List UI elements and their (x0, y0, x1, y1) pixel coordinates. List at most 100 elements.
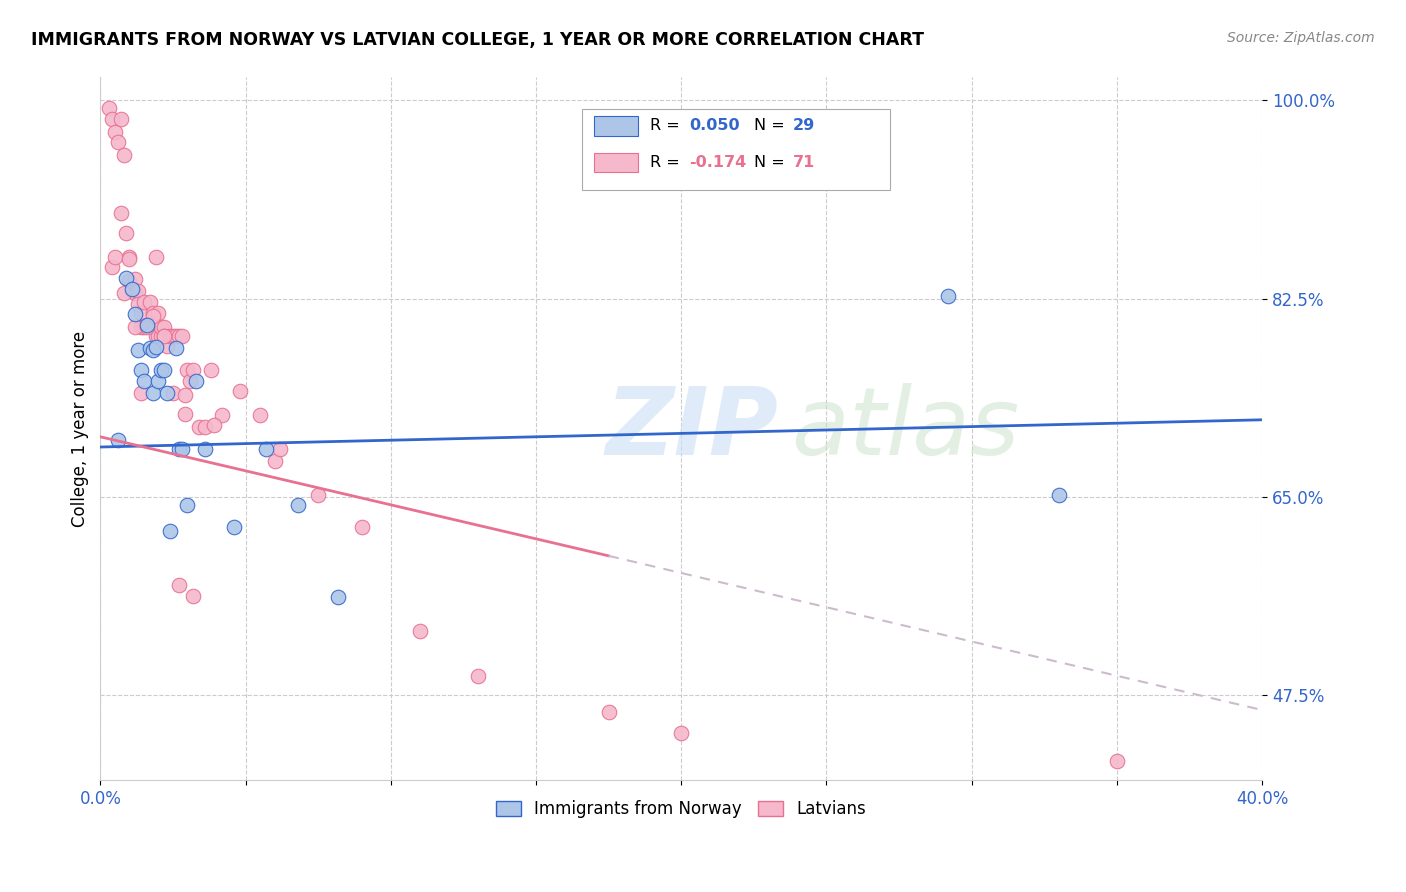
Point (181, 589, 204, 603)
Text: ZIP: ZIP (606, 383, 779, 475)
Point (159, 524, 181, 538)
Point (150, 363, 173, 377)
Text: N =: N = (755, 155, 790, 170)
Point (328, 590, 350, 604)
Point (162, 329, 184, 343)
Point (181, 363, 204, 377)
Point (135, 318, 157, 332)
Point (229, 384, 252, 399)
Point (132, 319, 155, 334)
Text: 0.050: 0.050 (689, 119, 740, 134)
Y-axis label: College, 1 year or more: College, 1 year or more (72, 331, 89, 527)
Point (211, 409, 233, 423)
Text: 71: 71 (793, 155, 815, 170)
Point (188, 419, 211, 434)
Point (142, 385, 165, 400)
Point (118, 275, 141, 289)
Text: R =: R = (650, 155, 685, 170)
Point (104, 250, 127, 264)
Point (1105, 754, 1128, 768)
Point (142, 319, 165, 334)
Point (186, 374, 208, 388)
Point (176, 498, 198, 512)
Point (179, 374, 201, 388)
Point (124, 285, 146, 300)
Point (194, 419, 217, 434)
Point (1047, 488, 1070, 502)
Point (124, 319, 146, 334)
Point (135, 318, 157, 332)
Point (200, 363, 222, 377)
Point (153, 319, 176, 334)
Point (167, 329, 190, 343)
Point (148, 329, 170, 343)
Point (129, 385, 152, 400)
Point (409, 624, 432, 638)
Point (467, 669, 489, 683)
Point (127, 343, 149, 357)
Point (159, 329, 181, 343)
Point (129, 306, 152, 320)
Point (176, 363, 198, 377)
Point (145, 318, 167, 332)
Point (127, 297, 149, 311)
Point (350, 520, 373, 534)
Point (142, 306, 165, 320)
Point (104, 125, 127, 139)
Point (165, 342, 187, 356)
Point (112, 147, 135, 161)
Point (150, 329, 173, 343)
Point (110, 112, 132, 127)
Point (156, 385, 179, 400)
Point (173, 407, 195, 421)
Point (669, 725, 692, 739)
Point (307, 488, 329, 502)
Point (121, 282, 143, 296)
Point (118, 252, 141, 266)
Text: R =: R = (650, 119, 685, 134)
Point (254, 442, 277, 457)
Point (135, 319, 157, 334)
Point (170, 329, 193, 343)
Point (194, 442, 217, 457)
Point (101, 112, 124, 127)
Point (148, 306, 170, 320)
Point (145, 329, 167, 343)
Point (165, 329, 187, 343)
Point (115, 271, 138, 285)
Text: atlas: atlas (792, 384, 1019, 475)
Point (156, 339, 179, 353)
Point (142, 343, 165, 357)
Point (167, 442, 190, 457)
FancyBboxPatch shape (582, 109, 890, 190)
Text: 29: 29 (793, 119, 815, 134)
Point (115, 226, 138, 240)
Point (127, 284, 149, 298)
Point (145, 250, 167, 264)
Point (153, 329, 176, 343)
Text: N =: N = (755, 119, 790, 134)
Point (142, 309, 165, 323)
Point (938, 289, 960, 303)
Point (129, 363, 152, 377)
Point (162, 385, 184, 400)
Point (129, 319, 152, 334)
Point (107, 135, 129, 149)
Point (287, 498, 309, 512)
Point (173, 388, 195, 402)
Point (101, 260, 124, 274)
Point (153, 363, 176, 377)
Point (148, 374, 170, 388)
Point (145, 340, 167, 354)
Point (124, 272, 146, 286)
Point (124, 307, 146, 321)
Point (263, 453, 285, 467)
Point (107, 434, 129, 448)
Point (202, 418, 225, 433)
FancyBboxPatch shape (595, 116, 638, 136)
Point (170, 442, 193, 457)
Point (150, 319, 173, 334)
FancyBboxPatch shape (595, 153, 638, 172)
Point (249, 409, 271, 423)
Point (110, 206, 132, 220)
